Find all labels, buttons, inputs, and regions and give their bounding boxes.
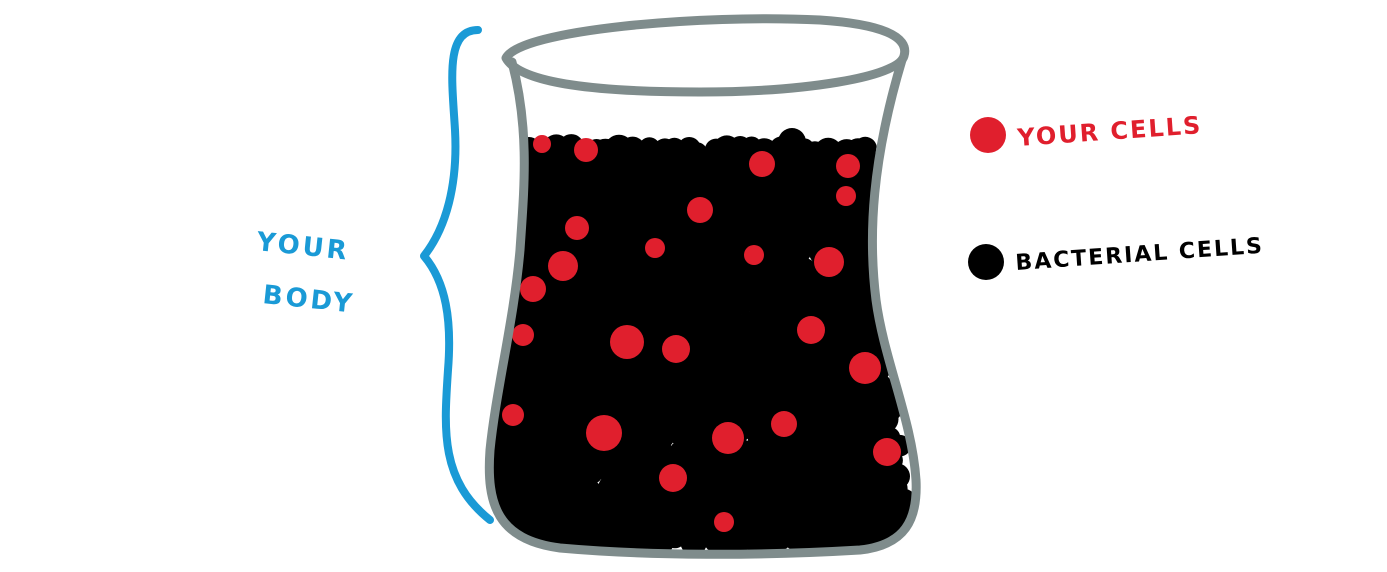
your-cell [520, 276, 546, 302]
body-brace [420, 26, 494, 524]
jar-body-outline [484, 55, 921, 559]
bacterial-cell [489, 526, 498, 554]
your-cell [512, 324, 534, 346]
your-cell [645, 238, 665, 258]
legend-your-cells-label: YOUR CELLS [1015, 111, 1203, 152]
your-cell [836, 186, 856, 206]
your-cell [849, 352, 881, 384]
your-cell [712, 422, 744, 454]
your-cell [586, 415, 622, 451]
body-label-line2: BODY [261, 280, 356, 319]
your-cell [533, 135, 551, 153]
your-cell [714, 512, 734, 532]
legend-bacterial-cells-label: BACTERIAL CELLS [1015, 234, 1265, 276]
body-label-line1: YOUR [254, 227, 351, 267]
your-cell [610, 325, 644, 359]
bacterial-cell [536, 148, 560, 172]
your-cell [797, 316, 825, 344]
bacterial-cell [607, 145, 633, 171]
bacterial-cell [744, 530, 768, 554]
bacterial-cell [778, 128, 806, 156]
your-cell [548, 251, 578, 281]
your-cell [744, 245, 764, 265]
your-cell [873, 438, 901, 466]
bacterial-cell [870, 405, 899, 434]
your-cell [574, 138, 598, 162]
bacterial-cell [489, 526, 509, 550]
bacterial-cell [731, 291, 755, 315]
your-cell [662, 335, 690, 363]
your-cell [659, 464, 687, 492]
your-cell [771, 411, 797, 437]
your-cell [749, 151, 775, 177]
your-cell [836, 154, 860, 178]
your-cell [687, 197, 713, 223]
cells-cluster [489, 128, 917, 555]
your-cell [565, 216, 589, 240]
legend-bacterial-cells-dot [968, 244, 1004, 280]
your-cell [502, 404, 524, 426]
legend-your-cells-dot [970, 117, 1006, 153]
your-cell [814, 247, 844, 277]
jar-rim [501, 14, 910, 97]
bacterial-cell [623, 526, 651, 555]
